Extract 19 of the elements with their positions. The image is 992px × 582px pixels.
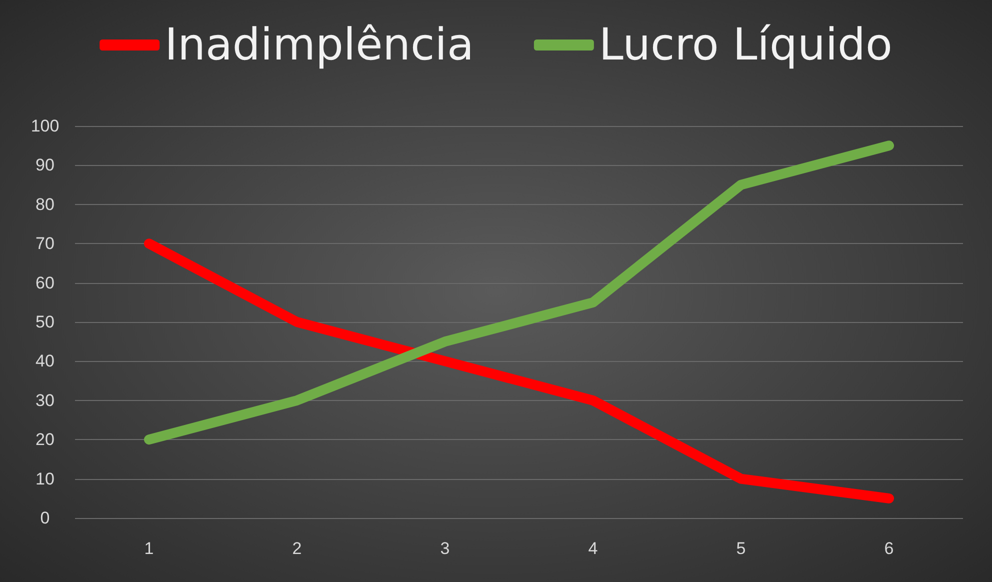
x-tick-label: 3 bbox=[440, 539, 450, 558]
y-tick-label: 60 bbox=[36, 273, 54, 292]
x-tick-label: 4 bbox=[588, 539, 598, 558]
y-tick-label: 20 bbox=[36, 430, 54, 450]
y-tick-label: 0 bbox=[40, 508, 50, 528]
y-tick-label: 90 bbox=[36, 156, 54, 175]
x-tick-label: 6 bbox=[884, 539, 894, 558]
x-tick-label: 1 bbox=[144, 539, 154, 558]
y-tick-label: 50 bbox=[36, 312, 54, 332]
y-tick-label: 70 bbox=[36, 234, 54, 254]
y-tick-label: 100 bbox=[30, 116, 60, 136]
y-tick-label: 10 bbox=[36, 469, 54, 488]
x-tick-label: 5 bbox=[736, 539, 746, 558]
y-tick-label: 30 bbox=[36, 390, 54, 410]
x-tick-label: 2 bbox=[292, 539, 302, 558]
legend-label: Inadimplência bbox=[164, 20, 474, 70]
legend-label: Lucro Líquido bbox=[598, 20, 892, 70]
y-tick-label: 80 bbox=[36, 194, 54, 214]
y-tick-label: 40 bbox=[36, 352, 54, 371]
